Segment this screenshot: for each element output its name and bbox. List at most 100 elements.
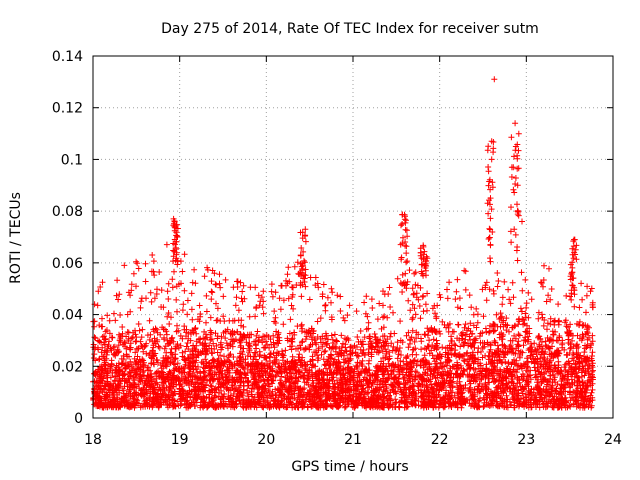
data-point xyxy=(126,353,132,360)
data-point xyxy=(337,293,344,300)
data-point xyxy=(399,371,406,378)
data-point xyxy=(589,386,596,393)
data-point xyxy=(424,307,430,314)
data-point xyxy=(295,378,301,385)
data-point xyxy=(473,305,480,312)
data-point xyxy=(546,265,552,272)
data-point xyxy=(282,347,289,354)
data-point xyxy=(90,341,97,348)
data-point xyxy=(403,332,410,339)
data-point xyxy=(138,334,145,341)
data-point xyxy=(432,310,438,317)
data-point xyxy=(151,361,158,368)
data-point xyxy=(315,355,322,362)
data-point xyxy=(317,315,324,322)
data-point xyxy=(481,396,488,403)
data-point xyxy=(422,369,428,376)
data-point xyxy=(368,296,375,303)
data-point xyxy=(540,403,547,410)
data-point xyxy=(209,376,216,383)
data-point xyxy=(446,279,453,286)
data-point xyxy=(222,276,229,283)
data-point xyxy=(243,397,250,404)
data-point xyxy=(528,340,534,347)
data-point xyxy=(132,349,139,356)
data-point xyxy=(255,292,262,299)
data-point xyxy=(446,320,453,327)
data-point xyxy=(507,342,514,349)
data-point xyxy=(406,267,413,274)
data-point xyxy=(161,345,168,352)
data-point xyxy=(171,268,177,275)
data-point xyxy=(291,263,298,270)
data-point xyxy=(286,330,293,337)
data-point xyxy=(424,382,431,389)
data-point xyxy=(322,302,329,308)
data-point xyxy=(522,276,529,283)
data-point xyxy=(128,335,135,342)
data-point xyxy=(106,317,113,324)
data-point xyxy=(301,385,308,392)
data-point xyxy=(547,315,554,322)
data-point xyxy=(361,299,368,306)
data-point xyxy=(271,308,278,315)
data-point xyxy=(451,341,458,348)
data-point xyxy=(527,345,533,352)
data-point xyxy=(289,353,296,360)
data-point xyxy=(117,338,124,345)
data-point xyxy=(552,387,559,394)
data-point xyxy=(425,386,432,393)
data-point xyxy=(516,332,523,339)
data-point xyxy=(421,331,428,338)
data-point xyxy=(344,312,351,319)
data-point xyxy=(203,319,209,326)
data-point xyxy=(410,346,417,353)
data-point xyxy=(320,281,327,288)
data-point xyxy=(179,268,186,275)
data-point xyxy=(535,315,542,322)
data-point xyxy=(424,332,431,339)
data-point xyxy=(297,342,303,349)
data-point xyxy=(314,352,321,359)
data-point xyxy=(328,299,334,306)
data-point xyxy=(405,297,412,304)
data-point xyxy=(181,369,188,376)
data-point xyxy=(201,273,208,280)
data-point xyxy=(387,304,394,310)
data-point xyxy=(518,269,525,276)
data-point xyxy=(227,360,234,366)
data-point xyxy=(272,320,279,326)
data-point xyxy=(464,349,471,356)
data-point xyxy=(547,399,554,406)
data-point xyxy=(499,301,506,308)
data-point xyxy=(256,302,263,309)
data-point xyxy=(523,304,530,311)
data-point xyxy=(354,334,361,340)
data-point xyxy=(452,296,459,303)
data-point xyxy=(470,396,477,403)
data-point xyxy=(147,331,154,338)
data-point xyxy=(135,400,142,407)
data-point xyxy=(445,351,452,358)
data-point xyxy=(394,275,401,282)
data-point xyxy=(486,286,493,293)
data-point xyxy=(437,294,444,301)
data-point xyxy=(588,404,595,411)
data-point xyxy=(192,325,199,331)
data-point xyxy=(208,278,215,285)
data-point xyxy=(260,344,267,351)
data-point xyxy=(453,288,460,295)
data-point xyxy=(121,262,128,269)
data-point xyxy=(409,285,416,292)
data-point xyxy=(240,345,247,352)
data-point xyxy=(411,305,418,312)
data-point xyxy=(582,322,589,329)
data-point xyxy=(471,336,478,343)
data-point xyxy=(531,340,538,347)
data-point xyxy=(210,340,217,347)
data-point xyxy=(540,322,547,329)
data-point xyxy=(483,279,490,286)
data-point xyxy=(499,294,506,301)
data-point xyxy=(436,291,443,298)
data-point xyxy=(571,303,578,310)
